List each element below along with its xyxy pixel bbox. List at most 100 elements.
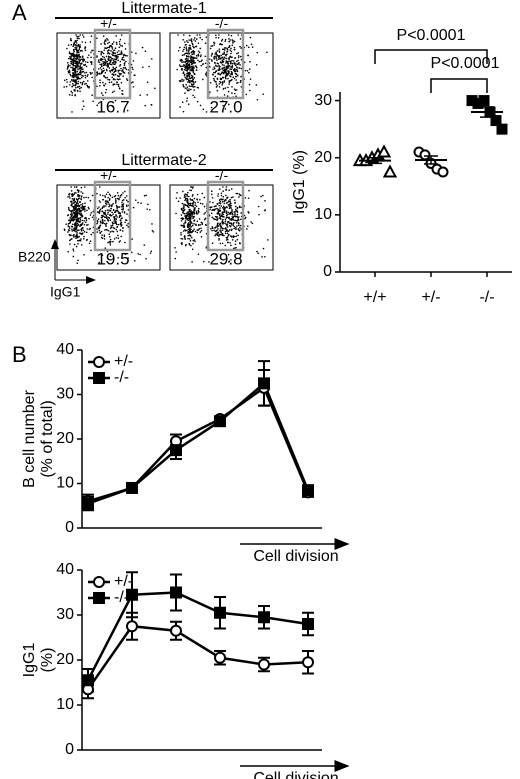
flow-event (124, 66, 127, 69)
flow-event (190, 228, 192, 231)
flow-event (226, 196, 228, 199)
flow-event (247, 211, 249, 213)
y-tick-label: 10 (314, 206, 332, 223)
flow-event (71, 94, 73, 96)
flow-event (188, 75, 191, 78)
flow-event (188, 44, 191, 47)
flow-event (192, 65, 194, 67)
flow-event (74, 73, 76, 75)
flow-event (182, 34, 185, 36)
series-line (87, 381, 310, 505)
flow-event (79, 239, 81, 241)
legend-label: -/- (114, 589, 129, 606)
flow-event (96, 104, 98, 107)
flow-event (228, 46, 231, 48)
flow-event (189, 202, 192, 205)
flow-event (187, 234, 190, 237)
flow-event (114, 78, 116, 81)
flow-event (235, 226, 237, 229)
flow-event (210, 190, 213, 193)
flow-event (179, 65, 182, 68)
flow-event (192, 94, 194, 97)
flow-event (80, 244, 83, 246)
flow-event (115, 214, 118, 217)
flow-event (198, 210, 200, 213)
flow-event (209, 47, 212, 50)
flow-event (191, 59, 193, 61)
flow-event (197, 50, 200, 52)
flow-event (240, 75, 242, 78)
flow-event (75, 57, 77, 60)
flow-event (100, 236, 103, 239)
flow-event (226, 73, 229, 75)
flow-event (101, 65, 103, 68)
flow-event (234, 62, 236, 65)
flow-event (105, 222, 108, 225)
flow-event (116, 51, 119, 53)
flow-event (112, 78, 115, 81)
flow-event (84, 41, 87, 44)
flow-event (212, 73, 214, 76)
flow-event (197, 55, 200, 57)
flow-event (184, 203, 187, 206)
flow-event (183, 54, 185, 56)
flow-event (123, 212, 126, 214)
flow-event (216, 89, 219, 92)
flow-event (124, 253, 127, 256)
flow-event (125, 219, 128, 222)
flow-event (216, 212, 218, 215)
flow-event (103, 49, 106, 51)
flow-event (262, 93, 265, 95)
flow-event (78, 201, 81, 203)
flow-event (86, 209, 88, 212)
point (82, 497, 94, 510)
flow-event (102, 62, 105, 65)
flow-event (217, 235, 220, 237)
flow-event (201, 192, 204, 195)
flow-event (125, 60, 127, 63)
flow-event (223, 216, 225, 218)
flow-event (104, 47, 107, 50)
flow-event (231, 59, 233, 62)
flow-event (66, 62, 69, 64)
flow-event (192, 200, 195, 203)
flow-event (104, 43, 106, 46)
flow-event (181, 68, 184, 70)
flow-event (246, 69, 249, 72)
flow-event (154, 87, 156, 90)
flow-event (131, 238, 133, 240)
flow-event (113, 41, 115, 43)
flow-event (103, 235, 106, 238)
flow-event (218, 233, 221, 236)
flow-event (81, 227, 83, 230)
flow-event (230, 34, 233, 37)
flow-event (214, 75, 217, 78)
flow-event (102, 58, 104, 61)
flow-event (196, 231, 199, 234)
flow-event (193, 39, 195, 41)
flow-event (82, 75, 85, 77)
flow-event (219, 215, 222, 218)
flow-event (244, 197, 247, 199)
flow-event (182, 211, 184, 214)
flow-event (107, 216, 110, 219)
flow-event (86, 80, 89, 82)
flow-event (70, 66, 72, 69)
flow-event (88, 85, 90, 88)
flow-event (180, 231, 182, 234)
flow-event (108, 79, 111, 81)
flow-event (82, 105, 85, 108)
flow-event (193, 197, 196, 200)
flow-event (98, 209, 101, 212)
flow-event (118, 75, 120, 78)
flow-event (76, 56, 79, 59)
flow-event (188, 67, 190, 70)
flow-event (225, 60, 227, 62)
flow-event (229, 62, 232, 65)
flow-event (224, 232, 227, 235)
flow-event (103, 42, 106, 44)
flow-event (66, 47, 68, 50)
flow-event (222, 76, 225, 79)
flow-event (119, 196, 121, 198)
flow-event (124, 190, 126, 193)
